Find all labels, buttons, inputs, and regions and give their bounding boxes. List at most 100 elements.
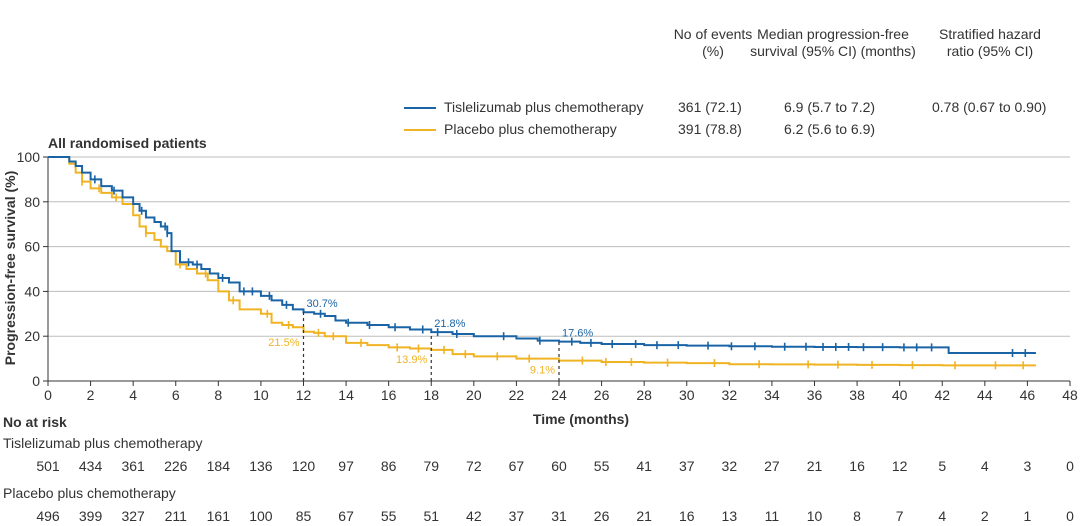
y-tick-label: 20 xyxy=(24,328,40,344)
x-tick-label: 18 xyxy=(423,387,439,403)
survival-curve-placebo xyxy=(48,156,1036,367)
risk-value: 7 xyxy=(895,508,904,524)
risk-value: 501 xyxy=(36,458,60,474)
x-tick-label: 22 xyxy=(509,387,525,403)
median-pfs-column-header: Median progression-free survival (95% CI… xyxy=(750,26,916,59)
x-tick-label: 48 xyxy=(1062,387,1078,403)
risk-value: 12 xyxy=(891,458,908,474)
risk-value: 0 xyxy=(1066,508,1074,524)
x-tick-label: 6 xyxy=(172,387,180,403)
legend-swatch-tislelizumab xyxy=(404,107,436,109)
risk-group-label-placebo: Placebo plus chemotherapy xyxy=(3,485,176,501)
chart-subtitle: All randomised patients xyxy=(48,135,207,151)
risk-value: 55 xyxy=(593,458,610,474)
x-tick-label: 40 xyxy=(892,387,908,403)
x-tick-label: 16 xyxy=(381,387,397,403)
risk-value: 5 xyxy=(938,458,947,474)
pointer-markers: 30.7% 21.8% 17.6% 21.5% 13.9% 9.1% xyxy=(268,298,593,381)
pointer-label: 9.1% xyxy=(530,365,555,377)
risk-row-placebo: 496 399 327 211 161 100 85 67 55 51 42 37 31 26 21 16 13… xyxy=(0,508,1080,526)
risk-value: 161 xyxy=(206,508,231,524)
risk-value: 27 xyxy=(764,458,780,474)
risk-value: 21 xyxy=(806,458,823,474)
risk-value: 13 xyxy=(721,508,738,524)
legend-label-placebo: Placebo plus chemotherapy xyxy=(444,121,617,137)
risk-value: 16 xyxy=(849,458,865,474)
legend-label-tislelizumab: Tislelizumab plus chemotherapy xyxy=(444,99,644,115)
x-tick-label: 20 xyxy=(466,387,482,403)
x-tick-label: 14 xyxy=(338,387,354,403)
x-tick-label: 4 xyxy=(129,387,137,403)
risk-value: 184 xyxy=(206,458,231,474)
legend-median-tislelizumab: 6.9 (5.7 to 7.2) xyxy=(784,99,876,115)
x-tick-label: 28 xyxy=(636,387,652,403)
legend-events-placebo: 391 (78.8) xyxy=(678,121,742,137)
events-column-header: No of events (%) xyxy=(673,26,753,59)
risk-value: 3 xyxy=(1023,458,1032,474)
risk-value: 327 xyxy=(121,508,145,524)
y-tick-label: 60 xyxy=(24,239,40,255)
x-tick-label: 12 xyxy=(296,387,312,403)
risk-value: 399 xyxy=(78,508,103,524)
x-tick-label: 34 xyxy=(764,387,780,403)
risk-value: 496 xyxy=(36,508,60,524)
risk-value: 136 xyxy=(249,458,273,474)
risk-value: 41 xyxy=(636,458,652,474)
x-tick-label: 38 xyxy=(849,387,865,403)
x-tick-label: 30 xyxy=(679,387,695,403)
x-tick-label: 46 xyxy=(1020,387,1036,403)
x-tick-label: 42 xyxy=(934,387,950,403)
pointer-label: 13.9% xyxy=(396,354,427,366)
hazard-ratio-column-header: Stratified hazard ratio (95% CI) xyxy=(939,26,1041,59)
y-tick-label: 0 xyxy=(32,373,40,389)
x-tick-label: 44 xyxy=(977,387,993,403)
risk-table-title: No at risk xyxy=(3,414,67,430)
risk-value: 434 xyxy=(78,458,103,474)
survival-curves xyxy=(48,156,1036,370)
x-tick-label: 0 xyxy=(44,387,52,403)
legend-swatch-placebo xyxy=(404,129,436,131)
risk-value: 31 xyxy=(551,508,567,524)
risk-group-label-tislelizumab: Tislelizumab plus chemotherapy xyxy=(3,435,203,451)
risk-value: 60 xyxy=(551,458,567,474)
pointer-label: 17.6% xyxy=(562,328,593,340)
risk-value: 16 xyxy=(678,508,695,524)
y-tick-label: 80 xyxy=(24,194,40,210)
risk-value: 10 xyxy=(806,508,823,524)
pointer-label: 21.5% xyxy=(268,337,299,349)
y-tick-label: 100 xyxy=(17,149,41,165)
x-tick-label: 36 xyxy=(807,387,823,403)
risk-row-tislelizumab: 501 434 361 226 184 136 120 97 86 79 72 67 60 55 41 37 3… xyxy=(0,458,1080,476)
risk-value: 21 xyxy=(636,508,652,524)
pointer-label: 30.7% xyxy=(307,298,338,310)
x-tick-label: 10 xyxy=(253,387,269,403)
legend-events-tislelizumab: 361 (72.1) xyxy=(678,99,742,115)
x-tick-label: 24 xyxy=(551,387,567,403)
risk-value: 0 xyxy=(1066,458,1074,474)
risk-value: 37 xyxy=(508,508,525,524)
legend-hazard-tislelizumab: 0.78 (0.67 to 0.90) xyxy=(932,99,1047,115)
risk-value: 1 xyxy=(1023,508,1032,524)
risk-value: 79 xyxy=(423,458,440,474)
risk-value: 11 xyxy=(764,508,780,524)
risk-value: 8 xyxy=(853,508,861,524)
y-tick-label: 40 xyxy=(24,283,40,299)
risk-value: 72 xyxy=(466,458,482,474)
x-tick-label: 32 xyxy=(722,387,738,403)
x-tick-label: 26 xyxy=(594,387,610,403)
risk-value: 211 xyxy=(164,508,187,524)
risk-value: 67 xyxy=(508,458,525,474)
x-axis-label: Time (months) xyxy=(533,411,629,427)
risk-value: 26 xyxy=(593,508,610,524)
risk-value: 100 xyxy=(249,508,273,524)
survival-curve-tislelizumab xyxy=(48,156,1036,354)
risk-value: 37 xyxy=(678,458,695,474)
x-tick-label: 2 xyxy=(87,387,95,403)
risk-value: 85 xyxy=(295,508,312,524)
pointer-label: 21.8% xyxy=(434,318,465,330)
risk-value: 42 xyxy=(466,508,482,524)
risk-value: 55 xyxy=(380,508,397,524)
risk-value: 97 xyxy=(338,458,354,474)
legend-median-placebo: 6.2 (5.6 to 6.9) xyxy=(784,121,876,137)
risk-value: 120 xyxy=(291,458,316,474)
